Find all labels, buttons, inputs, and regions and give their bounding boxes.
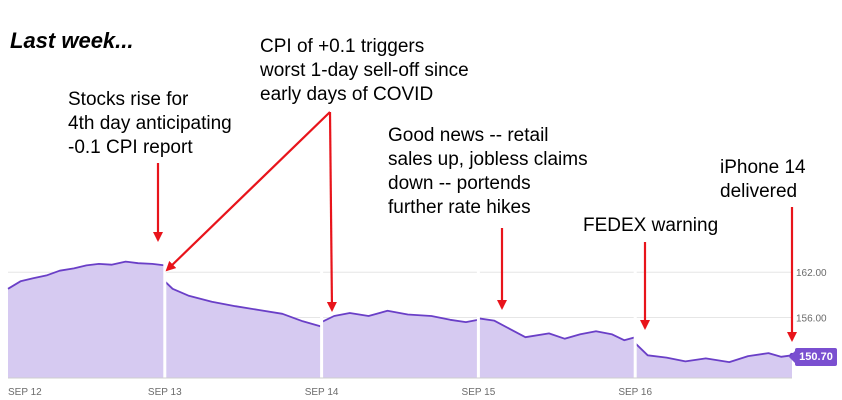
annotation-iphone: iPhone 14 delivered <box>720 156 806 204</box>
price-area <box>8 261 792 378</box>
annotation-cpi-selloff: CPI of +0.1 triggers worst 1-day sell-of… <box>260 35 469 107</box>
annotation-arrow <box>165 111 331 272</box>
annotation-arrow <box>326 111 337 312</box>
price-line <box>7 260 793 363</box>
last-price-tag: 150.70 <box>789 348 837 366</box>
x-tick-label: SEP 13 <box>148 387 182 398</box>
annotation-line: CPI of +0.1 triggers <box>260 36 425 57</box>
y-tick-label: 162.00 <box>796 268 827 279</box>
annotation-line: further rate hikes <box>388 197 531 218</box>
annotation-line: FEDEX warning <box>583 215 719 236</box>
annotation-line: early days of COVID <box>260 84 434 105</box>
annotation-fedex: FEDEX warning <box>583 214 718 238</box>
annotation-good-news: Good news -- retail sales up, jobless cl… <box>388 124 588 220</box>
annotation-line: sales up, jobless claims <box>388 149 588 170</box>
annotation-line: -0.1 CPI report <box>68 137 193 158</box>
annotation-line: Good news -- retail <box>388 125 549 146</box>
x-tick-label: SEP 14 <box>305 387 339 398</box>
y-tick-label: 156.00 <box>796 314 827 325</box>
chart-heading: Last week... <box>10 28 134 53</box>
x-tick-label: SEP 12 <box>8 387 42 398</box>
annotation-cpi-rise: Stocks rise for 4th day anticipating -0.… <box>68 88 232 160</box>
annotation-line: iPhone 14 <box>720 157 806 178</box>
x-tick-label: SEP 15 <box>462 387 496 398</box>
annotation-line: Stocks rise for <box>68 89 189 110</box>
annotation-line: down -- portends <box>388 173 531 194</box>
annotation-line: worst 1-day sell-off since <box>260 60 469 81</box>
x-tick-label: SEP 16 <box>618 387 652 398</box>
annotation-line: 4th day anticipating <box>68 113 232 134</box>
annotation-line: delivered <box>720 181 798 202</box>
